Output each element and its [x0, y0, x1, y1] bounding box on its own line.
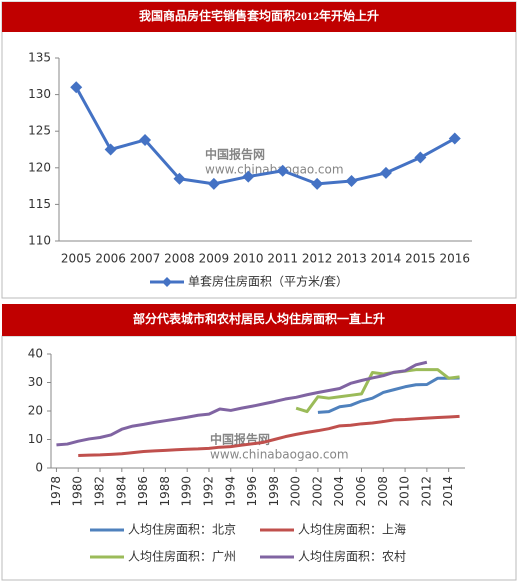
point — [448, 132, 461, 145]
series-line — [74, 86, 456, 186]
legend-marker — [162, 277, 172, 287]
x-tick-label: 1978 — [49, 476, 63, 507]
x-tick-label: 2009 — [199, 252, 230, 266]
x-tick-label: 2015 — [405, 252, 436, 266]
title-banner — [2, 304, 516, 336]
y-tick-label: 110 — [28, 234, 51, 248]
y-tick-label: 120 — [28, 160, 51, 174]
x-tick-label: 1986 — [136, 476, 150, 507]
x-tick-label: 2004 — [332, 476, 346, 507]
x-tick-label: 1982 — [93, 476, 107, 507]
watermark: www.chinabaogao.com — [210, 448, 349, 462]
x-tick-label: 1992 — [201, 476, 215, 507]
y-tick-label: 30 — [28, 375, 43, 389]
legend-label: 人均住房面积：农村 — [298, 549, 406, 564]
x-tick-label: 2006 — [354, 476, 368, 507]
watermark: www.chinabaogao.com — [205, 163, 344, 177]
point — [104, 143, 117, 156]
legend-label: 单套房住房面积（平方米/套） — [188, 274, 348, 289]
y-tick-label: 135 — [28, 51, 51, 65]
x-tick-label: 2011 — [267, 252, 298, 266]
y-tick-label: 130 — [28, 87, 51, 101]
x-tick-label: 1996 — [245, 476, 259, 507]
series-line — [317, 376, 460, 414]
legend-label: 人均住房面积：上海 — [298, 522, 406, 537]
point — [311, 177, 324, 190]
chart-title: 我国商品房住宅销售套均面积2012年开始上升 — [139, 8, 379, 23]
y-tick-label: 125 — [28, 124, 51, 138]
chart-title: 部分代表城市和农村居民人均住房面积一直上升 — [133, 311, 385, 326]
x-tick-label: 2000 — [289, 476, 303, 507]
point — [414, 151, 427, 164]
point — [242, 170, 255, 183]
series-line — [56, 360, 428, 447]
x-tick-label: 2012 — [419, 476, 433, 507]
x-tick-label: 2010 — [233, 252, 264, 266]
x-tick-label: 2008 — [376, 476, 390, 507]
y-tick-label: 20 — [28, 404, 43, 418]
x-tick-label: 2014 — [441, 476, 455, 507]
x-tick-label: 2008 — [164, 252, 195, 266]
x-tick-label: 1988 — [158, 476, 172, 507]
x-tick-label: 2013 — [336, 252, 367, 266]
series-line — [78, 414, 460, 457]
point — [379, 166, 392, 179]
point — [345, 174, 358, 187]
title-banner — [2, 2, 516, 32]
y-tick-label: 40 — [28, 347, 43, 361]
x-tick-label: 2005 — [61, 252, 92, 266]
series-line — [295, 368, 460, 414]
x-tick-label: 1990 — [180, 476, 194, 507]
point — [70, 81, 83, 94]
x-tick-label: 2002 — [310, 476, 324, 507]
legend-label: 人均住房面积：广州 — [128, 549, 236, 564]
y-tick-label: 10 — [28, 432, 43, 446]
x-tick-label: 2014 — [371, 252, 402, 266]
legend-label: 人均住房面积：北京 — [128, 522, 236, 537]
y-tick-label: 0 — [35, 461, 43, 475]
x-tick-label: 2016 — [440, 252, 471, 266]
watermark: 中国报告网 — [205, 147, 265, 162]
x-tick-label: 2010 — [398, 476, 412, 507]
x-tick-label: 1980 — [71, 476, 85, 507]
point — [139, 133, 152, 146]
point — [207, 177, 220, 190]
x-tick-label: 2012 — [302, 252, 333, 266]
x-tick-label: 2006 — [95, 252, 126, 266]
x-tick-label: 1984 — [114, 476, 128, 507]
point — [276, 164, 289, 177]
y-tick-label: 115 — [28, 197, 51, 211]
x-tick-label: 2007 — [130, 252, 161, 266]
point — [173, 172, 186, 185]
x-tick-label: 1998 — [267, 476, 281, 507]
x-tick-label: 1994 — [223, 476, 237, 507]
